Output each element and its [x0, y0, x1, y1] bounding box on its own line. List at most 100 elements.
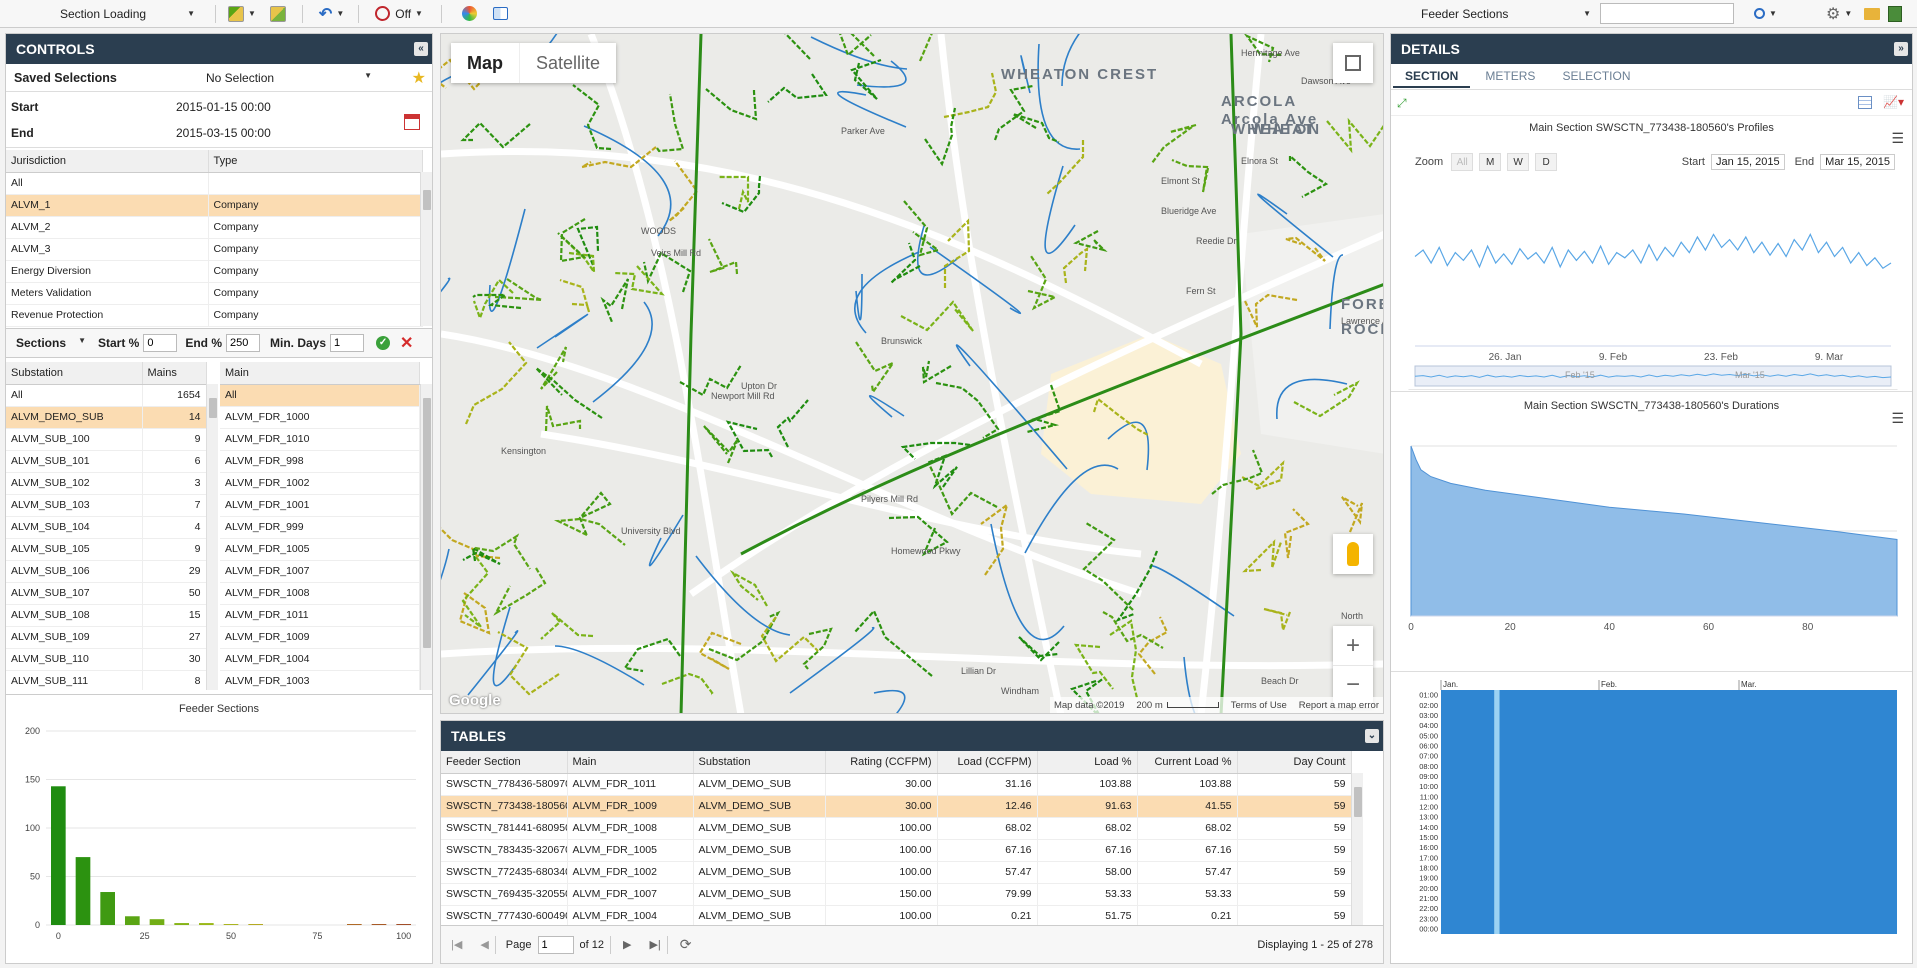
gas-section[interactable]: [656, 93, 685, 153]
gas-section[interactable]: [600, 278, 630, 323]
substation-scrollbar[interactable]: [206, 384, 218, 690]
table-row[interactable]: ALVM_FDR_998: [220, 450, 420, 473]
table-row[interactable]: ALVM_3 Company: [6, 238, 423, 261]
gas-section[interactable]: [461, 556, 490, 628]
gas-section[interactable]: [903, 200, 941, 257]
gas-section[interactable]: [497, 631, 560, 696]
gas-section[interactable]: [464, 341, 528, 425]
zoom-all-button[interactable]: All: [1451, 153, 1474, 171]
table-row[interactable]: ALVM_FDR_1004: [220, 648, 420, 671]
map-type-map[interactable]: Map: [451, 43, 520, 83]
terms-link[interactable]: Terms of Use: [1230, 699, 1287, 711]
gas-section[interactable]: [1062, 246, 1089, 284]
end-date[interactable]: 2015-03-15 00:00: [176, 126, 271, 140]
gas-section[interactable]: [900, 300, 974, 332]
gas-section[interactable]: [1293, 380, 1360, 418]
map-type-satellite[interactable]: Satellite: [536, 53, 601, 73]
gas-section[interactable]: [776, 399, 809, 448]
table-row[interactable]: SWSCTN_773438-180560 ALVM_FDR_1009 ALVM_DE…: [441, 795, 1352, 818]
gas-section[interactable]: [493, 567, 547, 616]
bar[interactable]: [149, 919, 165, 925]
search-layer-select[interactable]: Feeder Sections ▼: [1421, 3, 1591, 25]
gas-section[interactable]: [1242, 539, 1283, 573]
gas-section[interactable]: [1018, 636, 1060, 662]
bar[interactable]: [396, 924, 411, 925]
main-header[interactable]: Main: [220, 362, 420, 385]
scroll-thumb[interactable]: [209, 398, 217, 418]
table-row[interactable]: ALVM_FDR_1009: [220, 626, 420, 649]
gas-section[interactable]: [1073, 643, 1114, 690]
gas-section[interactable]: [1326, 117, 1384, 154]
gas-section[interactable]: [472, 293, 522, 310]
gas-section[interactable]: [1151, 123, 1197, 164]
gas-section[interactable]: [900, 441, 971, 460]
calendar-icon[interactable]: [404, 114, 420, 130]
min-days-input[interactable]: [330, 334, 365, 352]
gas-section[interactable]: [760, 616, 819, 663]
gas-section[interactable]: [1092, 397, 1149, 436]
scroll-thumb[interactable]: [1354, 787, 1362, 817]
undo-button[interactable]: ↶ ▼: [319, 3, 344, 25]
export-button[interactable]: [1888, 3, 1902, 25]
gas-section[interactable]: [718, 175, 750, 210]
gas-section[interactable]: [1283, 508, 1310, 559]
range-start-input[interactable]: Jan 15, 2015: [1710, 154, 1785, 170]
scroll-thumb[interactable]: [423, 190, 431, 210]
gas-section[interactable]: [980, 502, 1009, 576]
jurisdiction-scrollbar[interactable]: [420, 172, 432, 326]
zoom-in-button[interactable]: +: [1333, 626, 1373, 666]
column-header[interactable]: Current Load %: [1137, 751, 1238, 774]
end-percent-input[interactable]: [226, 334, 261, 352]
table-row[interactable]: ALVM_SUB_106 29: [6, 560, 207, 583]
page-input[interactable]: [537, 935, 574, 954]
gas-section[interactable]: [708, 238, 739, 275]
zoom-month-button[interactable]: M: [1479, 153, 1502, 171]
export-layer-button[interactable]: [269, 3, 286, 25]
gas-section[interactable]: [783, 34, 811, 60]
settings-button[interactable]: ⚙ ▼: [1826, 3, 1852, 25]
fullscreen-button[interactable]: [1333, 43, 1373, 83]
bar[interactable]: [371, 924, 387, 925]
report-error-link[interactable]: Report a map error: [1298, 699, 1379, 711]
gas-section[interactable]: [1211, 449, 1264, 495]
tab-selection[interactable]: SELECTION: [1562, 69, 1631, 83]
gas-section[interactable]: [993, 84, 1034, 141]
gas-section[interactable]: [943, 72, 998, 119]
table-row[interactable]: Meters Validation Company: [6, 282, 423, 305]
mains-header[interactable]: Mains: [142, 362, 207, 385]
column-header[interactable]: Day Count: [1237, 751, 1352, 774]
gas-section[interactable]: [1115, 550, 1159, 623]
legend-button[interactable]: ▼: [228, 3, 256, 25]
gas-section[interactable]: [888, 515, 949, 557]
table-row[interactable]: ALVM_FDR_1000: [220, 406, 420, 429]
gas-section[interactable]: [474, 533, 531, 570]
table-row[interactable]: ALVM_SUB_107 50: [6, 582, 207, 605]
start-percent-input[interactable]: [143, 334, 178, 352]
color-wheel-button[interactable]: [461, 3, 477, 25]
table-row[interactable]: ALVM_SUB_103 7: [6, 494, 207, 517]
table-row[interactable]: SWSCTN_781441-680950 ALVM_FDR_1008 ALVM_DE…: [441, 817, 1352, 840]
table-row[interactable]: ALVM_FDR_1007: [220, 560, 420, 583]
collapse-controls-button[interactable]: «: [414, 42, 428, 56]
bar[interactable]: [174, 923, 189, 925]
tables-scrollbar[interactable]: [1351, 773, 1363, 925]
chart-menu-icon[interactable]: ☰: [1891, 130, 1904, 146]
table-row[interactable]: ALVM_SUB_101 6: [6, 450, 207, 473]
column-header[interactable]: Substation: [693, 751, 826, 774]
saved-selections-select[interactable]: No Selection ▼: [206, 71, 372, 85]
gas-section[interactable]: [668, 160, 699, 222]
gas-section[interactable]: [729, 570, 768, 607]
gas-main[interactable]: [1219, 34, 1243, 714]
table-row[interactable]: ALVM_SUB_110 30: [6, 648, 207, 671]
table-row[interactable]: Revenue Protection Company: [6, 304, 423, 327]
sections-mode-select[interactable]: Sections ▼: [16, 336, 86, 350]
gas-section[interactable]: [679, 364, 742, 397]
table-row[interactable]: SWSCTN_783435-320670 ALVM_FDR_1005 ALVM_DE…: [441, 839, 1352, 862]
collapse-details-button[interactable]: »: [1894, 42, 1908, 56]
table-row[interactable]: ALVM_2 Company: [6, 216, 423, 239]
bar[interactable]: [347, 924, 362, 925]
table-row[interactable]: SWSCTN_778436-580970 ALVM_FDR_1011 ALVM_DE…: [441, 773, 1352, 796]
layer-select[interactable]: Section Loading ▼: [60, 3, 195, 25]
table-row[interactable]: ALVM_SUB_104 4: [6, 516, 207, 539]
last-page-button[interactable]: ▶|: [649, 939, 661, 951]
